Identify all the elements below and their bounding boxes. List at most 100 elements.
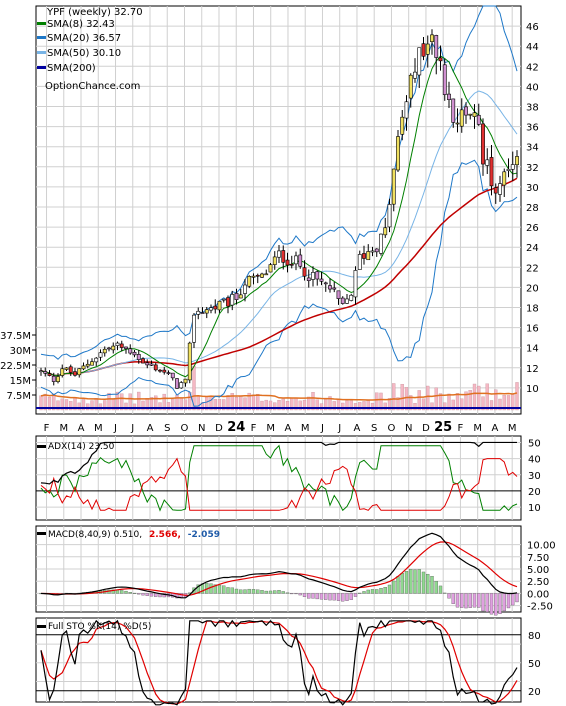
y-tick-label-main: 34 [526, 143, 539, 154]
macd-histogram-bar [396, 576, 400, 594]
y-tick-label-adx: 20 [528, 487, 541, 498]
macd-histogram-bar [336, 593, 341, 601]
x-tick-label: J [320, 423, 324, 434]
volume-bar [409, 395, 413, 411]
candle-body [183, 378, 188, 384]
macd-histogram-bar [366, 589, 370, 594]
volume-bar [404, 387, 409, 411]
macd-label-swatch [37, 532, 46, 535]
y-tick-label-main: 28 [526, 203, 539, 214]
y-tick-label-main: 12 [526, 364, 539, 375]
y-tick-label-macd: 10.00 [527, 541, 556, 552]
candle-body [217, 300, 222, 311]
candle-body [370, 250, 375, 253]
candle-body [272, 256, 277, 265]
volume-bar [438, 393, 443, 411]
volume-bar [383, 402, 387, 411]
candle-body [43, 371, 48, 374]
candle-body [213, 305, 218, 310]
volume-bar [256, 393, 260, 411]
y-tick-label-main: 40 [526, 82, 539, 93]
volume-bar [77, 402, 81, 411]
candle-body [149, 363, 154, 366]
candle-body [260, 273, 264, 278]
candle-body [315, 271, 320, 280]
candle-body [162, 369, 167, 373]
volume-bar [481, 396, 485, 411]
candle-body [153, 364, 158, 371]
macd-histogram-bar [349, 593, 353, 600]
macd-histogram-bar [502, 593, 506, 612]
candle-body [455, 122, 460, 125]
candle-body [510, 164, 515, 170]
volume-tick-label: 37.5M [0, 331, 31, 342]
volume-bar [358, 402, 362, 411]
macd-histogram-bar [319, 593, 324, 600]
volume-bar [103, 400, 107, 411]
candle-body [98, 352, 103, 358]
candle-body [136, 354, 141, 360]
volume-bar [460, 398, 464, 411]
volume-bar [81, 399, 86, 411]
volume-tick-label: 22.5M [0, 361, 31, 372]
macd-histogram-bar [239, 589, 243, 594]
macd-histogram-bar [226, 587, 230, 594]
panel-frame-main [35, 5, 522, 415]
volume-average-line [40, 392, 518, 401]
y-tick-label-macd: 2.50 [527, 577, 549, 588]
macd-histogram-bar [400, 573, 404, 594]
y-tick-label-adx: 30 [528, 471, 541, 482]
macd-signal-line [40, 541, 518, 596]
macd-histogram-bar [341, 593, 345, 602]
volume-bar [247, 392, 251, 411]
volume-bar [451, 399, 455, 411]
x-tick-label: M [266, 423, 275, 434]
candle-body [374, 248, 379, 253]
macd-histogram-bar [302, 593, 307, 597]
volume-bar [421, 398, 426, 411]
macd-histogram-bar [209, 583, 213, 594]
candle-body [383, 227, 388, 236]
volume-bar [341, 402, 345, 411]
legend-sma50: SMA(50) 30.10 [47, 48, 121, 59]
macd-histogram-bar [328, 593, 332, 601]
candle-body [332, 287, 337, 290]
candle-body [285, 259, 290, 266]
candle-body [302, 267, 307, 277]
y-tick-label-sto: 20 [528, 687, 541, 698]
macd-histogram-bar [230, 587, 234, 594]
sto-label-swatch [37, 625, 46, 628]
volume-bar [315, 399, 319, 411]
x-tick-label: A [147, 423, 154, 434]
candle-body [400, 116, 405, 135]
volume-bar [277, 400, 281, 411]
volume-bar [506, 395, 511, 411]
macd-histogram-bar [345, 593, 349, 601]
candle-body [234, 293, 239, 300]
macd-histogram-bar [413, 569, 417, 594]
candle-body [464, 106, 468, 116]
volume-bar [209, 396, 213, 411]
macd-histogram-bar [217, 584, 222, 594]
volume-bar [430, 402, 434, 411]
candle-body [238, 294, 243, 299]
candle-body [158, 369, 162, 372]
macd-histogram-bar [370, 589, 375, 594]
macd-histogram-bar [277, 589, 281, 594]
y-tick-label-main: 32 [526, 163, 539, 174]
x-tick-label: F [44, 423, 50, 434]
candle-body [417, 47, 422, 76]
macd-histogram-bar [234, 588, 239, 594]
y-tick-label-main: 10 [526, 384, 539, 395]
x-tick-label: M [508, 423, 517, 434]
volume-bar [281, 398, 285, 411]
candle-body [128, 348, 133, 354]
volume-bar [115, 391, 120, 411]
volume-bar [485, 383, 489, 411]
volume-bar [69, 401, 73, 411]
macd-histogram-bar [251, 589, 256, 594]
panel-frame-sto [35, 617, 522, 703]
macd-histogram-bar [417, 569, 421, 594]
candle-body [345, 298, 349, 304]
macd-histogram-bar [498, 593, 502, 614]
